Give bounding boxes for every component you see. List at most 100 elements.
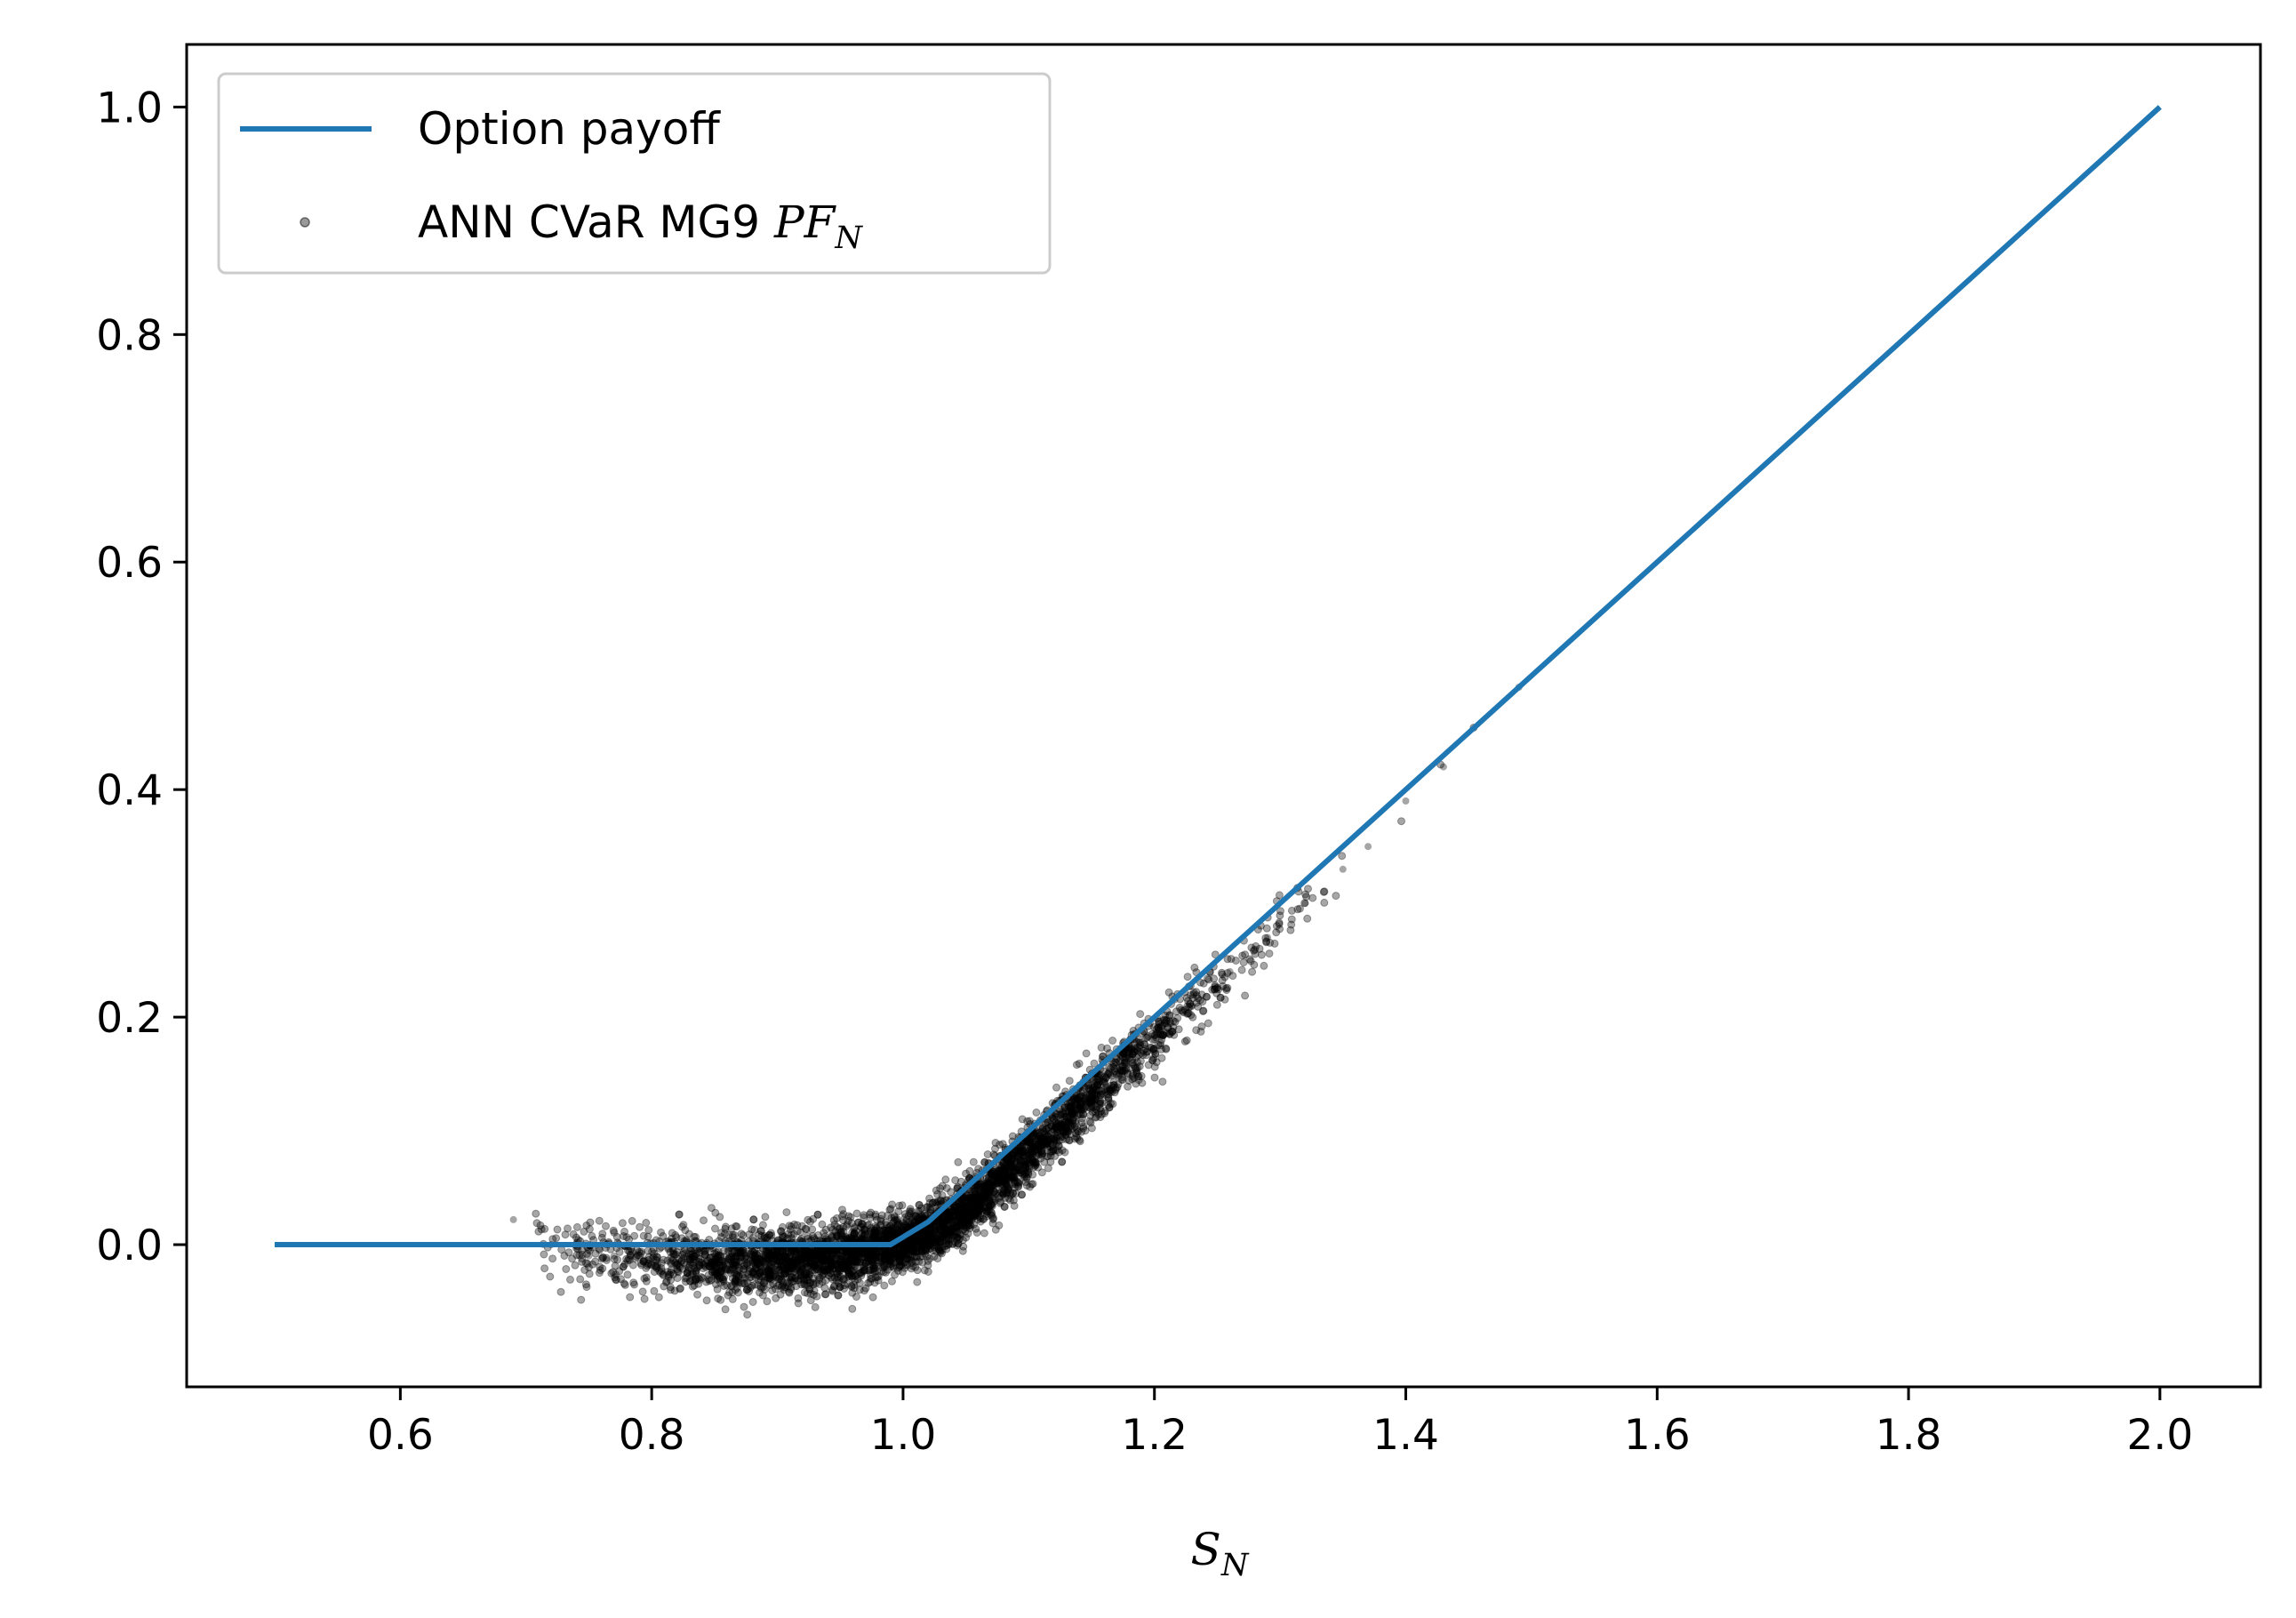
scatter-point xyxy=(1047,1120,1056,1129)
scatter-point xyxy=(1002,1172,1010,1180)
scatter-point xyxy=(708,1261,717,1270)
scatter-point xyxy=(968,1214,977,1222)
scatter-point xyxy=(571,1261,580,1270)
scatter-point xyxy=(689,1255,698,1264)
scatter-point xyxy=(883,1221,891,1230)
scatter-point xyxy=(879,1233,888,1242)
scatter-point xyxy=(933,1254,942,1263)
scatter-point xyxy=(960,1212,969,1221)
scatter-point xyxy=(1024,1168,1033,1177)
scatter-point xyxy=(1086,1086,1095,1095)
scatter-point xyxy=(612,1276,620,1285)
scatter-point xyxy=(882,1227,891,1236)
scatter-point xyxy=(1079,1109,1088,1118)
scatter-point xyxy=(872,1253,881,1262)
scatter-point xyxy=(546,1272,555,1281)
scatter-point xyxy=(595,1216,604,1225)
scatter-point xyxy=(860,1247,869,1256)
scatter-point xyxy=(985,1202,994,1210)
scatter-point xyxy=(920,1238,929,1247)
scatter-point xyxy=(1018,1148,1027,1157)
scatter-point xyxy=(1097,1071,1106,1080)
scatter-point xyxy=(820,1266,828,1275)
scatter-point xyxy=(813,1231,822,1239)
scatter-point xyxy=(585,1225,594,1234)
scatter-point xyxy=(995,1166,1004,1175)
scatter-point xyxy=(636,1222,644,1231)
scatter-point xyxy=(857,1269,866,1278)
scatter-point xyxy=(1397,817,1405,826)
scatter-point xyxy=(888,1200,897,1209)
scatter-point xyxy=(1064,1107,1073,1116)
scatter-point xyxy=(940,1225,948,1234)
scatter-point xyxy=(988,1169,996,1178)
scatter-point xyxy=(979,1214,988,1223)
scatter-point xyxy=(1170,1030,1179,1039)
scatter-point xyxy=(958,1226,967,1235)
scatter-point xyxy=(1086,1104,1095,1112)
scatter-point xyxy=(1077,1118,1086,1127)
scatter-point xyxy=(629,1278,638,1287)
scatter-point xyxy=(926,1244,935,1253)
scatter-point xyxy=(956,1199,965,1208)
scatter-point xyxy=(889,1226,897,1235)
scatter-point xyxy=(1064,1117,1073,1126)
scatter-point xyxy=(1188,1002,1196,1010)
scatter-point xyxy=(810,1286,819,1295)
scatter-point xyxy=(1194,994,1203,1003)
scatter-point xyxy=(1187,991,1195,999)
scatter-point xyxy=(1003,1181,1011,1190)
scatter-point xyxy=(1160,1015,1168,1024)
scatter-point xyxy=(714,1271,722,1280)
scatter-point xyxy=(1065,1077,1074,1085)
scatter-point xyxy=(1275,891,1284,900)
scatter-point xyxy=(971,1199,980,1208)
scatter-point xyxy=(630,1231,639,1240)
scatter-point xyxy=(909,1238,918,1247)
scatter-point xyxy=(898,1268,907,1277)
scatter-point xyxy=(981,1181,990,1190)
scatter-point xyxy=(598,1230,607,1238)
scatter-point xyxy=(760,1286,769,1294)
scatter-point xyxy=(1085,1090,1094,1099)
payoff-line xyxy=(275,105,2162,1247)
scatter-point xyxy=(1252,941,1260,950)
scatter-point xyxy=(781,1269,790,1278)
scatter-point xyxy=(534,1227,543,1236)
scatter-point xyxy=(771,1250,779,1259)
scatter-point xyxy=(939,1222,948,1231)
scatter-point xyxy=(953,1208,962,1217)
scatter-point xyxy=(916,1211,925,1220)
scatter-point xyxy=(845,1270,854,1278)
scatter-point xyxy=(1052,1109,1060,1118)
scatter-point xyxy=(754,1276,763,1285)
scatter-point xyxy=(924,1245,933,1254)
y-tick-label: 1.0 xyxy=(96,84,163,132)
scatter-point xyxy=(880,1247,889,1256)
scatter-point xyxy=(1119,1049,1128,1058)
scatter-point xyxy=(1092,1092,1100,1101)
scatter-point xyxy=(829,1216,838,1225)
scatter-point xyxy=(915,1214,924,1223)
scatter-point xyxy=(860,1211,868,1220)
scatter-point xyxy=(1169,1017,1178,1026)
scatter-point xyxy=(796,1250,805,1259)
scatter-point xyxy=(851,1262,860,1270)
scatter-point xyxy=(660,1255,668,1264)
scatter-point xyxy=(857,1271,866,1280)
scatter-point xyxy=(869,1266,877,1275)
scatter-point xyxy=(740,1262,748,1270)
scatter-point xyxy=(1001,1173,1010,1182)
scatter-point xyxy=(895,1254,904,1262)
scatter-point xyxy=(1006,1196,1014,1205)
scatter-point xyxy=(1165,1029,1174,1038)
x-axis: 0.6 0.8 1.0 1.2 1.4 1.6 1.8 2.0 xyxy=(367,1387,2193,1460)
scatter-point xyxy=(1095,1098,1104,1107)
scatter-point xyxy=(705,1262,714,1270)
scatter-point xyxy=(963,1203,972,1212)
scatter-point xyxy=(924,1203,932,1211)
scatter-point xyxy=(1158,1077,1167,1086)
scatter-point xyxy=(892,1252,900,1261)
scatter-point xyxy=(1123,1069,1132,1078)
scatter-point xyxy=(1260,961,1268,970)
